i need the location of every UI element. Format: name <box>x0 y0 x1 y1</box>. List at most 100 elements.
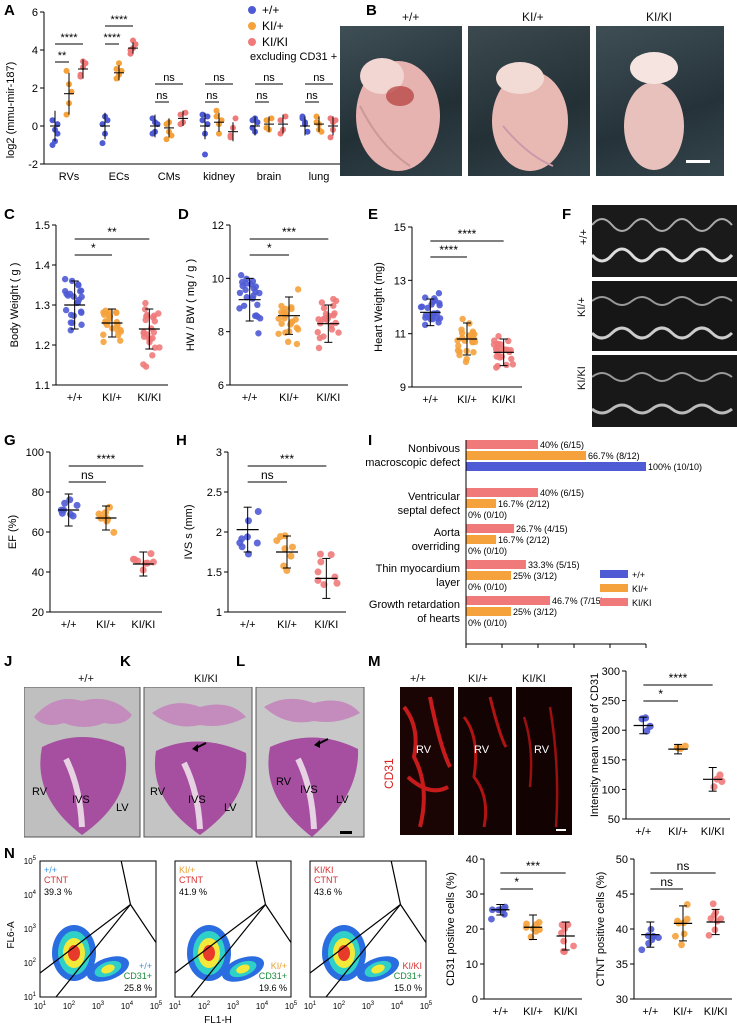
y-tick-label: 0 <box>472 994 478 1006</box>
panel-label-f: F <box>562 206 572 223</box>
data-point <box>255 330 262 337</box>
y-tick-label: 30 <box>616 994 628 1006</box>
panel-f-label-het: KI/+ <box>576 297 588 317</box>
panel-label-h: H <box>176 432 187 449</box>
histo-l-lv: LV <box>336 794 349 806</box>
panel-label-a: A <box>4 2 15 19</box>
data-point <box>570 942 577 950</box>
data-point <box>314 329 321 336</box>
x-tick-label: KI/+ <box>457 394 477 406</box>
x-tick-label: 0 <box>463 651 469 652</box>
flow-ctnt-pct: 39.3 % <box>44 887 72 897</box>
flow-ylabel: FL6-A <box>6 921 17 949</box>
panel-b-label-het: KI/+ <box>522 10 544 24</box>
bar-label: 25% (3/12) <box>513 607 557 617</box>
data-point <box>150 312 158 319</box>
flow-y-tick: 104 <box>24 890 37 900</box>
sig-label: **** <box>103 32 121 44</box>
sig-label: ns <box>313 72 325 84</box>
data-point <box>177 121 184 128</box>
panel-m-title-wt: +/+ <box>410 673 426 685</box>
panel-kl-title: KI/KI <box>194 673 218 685</box>
data-point <box>278 320 285 327</box>
data-point <box>254 508 262 516</box>
x-tick-label: KI/+ <box>96 619 116 631</box>
data-point <box>672 932 679 940</box>
data-point <box>293 324 300 331</box>
category-label: layer <box>436 577 460 589</box>
data-point <box>151 318 159 325</box>
data-point <box>317 558 325 566</box>
data-point <box>243 294 250 301</box>
data-point <box>63 111 70 118</box>
bar-label: 0% (0/10) <box>468 582 507 592</box>
data-point <box>75 296 83 304</box>
data-point <box>254 313 261 320</box>
x-tick-label: 100 % <box>630 651 661 652</box>
data-point <box>143 559 151 567</box>
data-point <box>113 66 120 72</box>
data-point <box>678 941 685 949</box>
category-label: of hearts <box>417 613 460 625</box>
data-point <box>284 338 292 346</box>
gate-line <box>255 860 267 905</box>
data-point <box>421 321 429 329</box>
x-tick-label: KI/KI <box>316 392 340 404</box>
flow-x-tick: 103 <box>227 1001 240 1011</box>
data-point <box>456 351 463 359</box>
sig-label: *** <box>280 452 294 466</box>
data-point <box>163 136 170 143</box>
x-tick-label: KI/KI <box>492 394 516 406</box>
legend-label: KI/+ <box>262 19 284 33</box>
data-point <box>314 568 322 576</box>
flow-x-tick: 104 <box>391 1001 404 1011</box>
histo-k-rv: RV <box>150 786 166 798</box>
histo-l-ivs: IVS <box>300 784 318 796</box>
data-point <box>331 573 339 581</box>
data-point <box>244 517 252 525</box>
sig-label: ns <box>306 90 318 102</box>
panel-f-label-wt: +/+ <box>578 229 590 245</box>
data-point <box>509 361 517 368</box>
data-point <box>680 930 688 938</box>
data-point <box>99 140 106 147</box>
data-point <box>436 315 444 322</box>
flow-title-lower: KI/+ <box>271 961 287 971</box>
x-tick-label: 20 <box>496 651 508 652</box>
legend-label: KI/KI <box>632 598 652 608</box>
data-point <box>287 552 295 560</box>
category-label: Nonbivous <box>408 443 460 455</box>
flow-cd31-label: CD31+ <box>124 971 152 981</box>
panel-label-l: L <box>236 653 246 670</box>
sig-label: ns <box>256 90 268 102</box>
echo-strip-wt <box>592 205 737 277</box>
data-point <box>647 925 655 933</box>
heart-photo-wt <box>340 26 462 176</box>
category-label: overriding <box>412 541 460 553</box>
y-tick-label: 1.3 <box>35 300 50 312</box>
y-tick-label: 40 <box>616 924 628 936</box>
data-point <box>421 294 429 301</box>
panel-b-label-wt: +/+ <box>402 10 420 24</box>
flow-title: +/+ <box>44 865 57 875</box>
data-point <box>142 299 149 307</box>
data-point <box>106 315 113 322</box>
x-tick-label: KI/KI <box>701 826 725 838</box>
data-point <box>147 550 155 558</box>
sig-label: ns <box>156 90 168 102</box>
x-tick-label: KI/KI <box>314 619 338 631</box>
data-point <box>320 581 328 589</box>
bar <box>466 440 538 449</box>
data-point <box>182 109 189 116</box>
data-point <box>249 295 256 302</box>
data-point <box>240 302 248 309</box>
flow-x-tick: 102 <box>63 1001 76 1011</box>
data-point <box>316 550 324 558</box>
panel-label-e: E <box>368 206 379 223</box>
sig-label: ** <box>107 225 117 239</box>
y-tick-label: 13 <box>394 275 406 287</box>
data-point <box>64 292 72 299</box>
data-point <box>213 113 220 120</box>
